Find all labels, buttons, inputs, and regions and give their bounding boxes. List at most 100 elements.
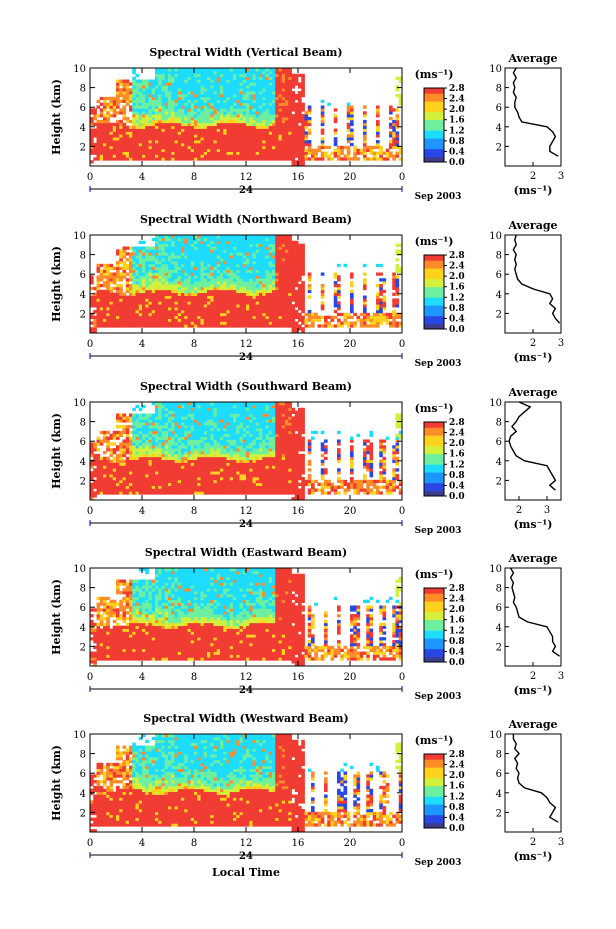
- heatmap-cell: [346, 145, 351, 150]
- heatmap-cell: [161, 140, 166, 144]
- heatmap-cell: [278, 70, 283, 75]
- heatmap-cell: [200, 96, 205, 101]
- heatmap-cell: [203, 263, 208, 268]
- heatmap-cell: [268, 76, 273, 80]
- heatmap-cell: [116, 284, 120, 288]
- heatmap-cell: [119, 142, 123, 147]
- heatmap-cell: [116, 125, 120, 129]
- heatmap-cell: [155, 134, 159, 138]
- heatmap-cell: [301, 125, 305, 129]
- heatmap-cell: [233, 321, 237, 325]
- heatmap-cell: [96, 321, 101, 325]
- heatmap-cell: [135, 468, 140, 472]
- heatmap-cell: [181, 272, 185, 276]
- heatmap-cell: [233, 76, 237, 80]
- heatmap-cell: [103, 451, 107, 455]
- heatmap-cell: [213, 309, 218, 314]
- heatmap-cell: [210, 281, 214, 285]
- heatmap-cell: [301, 151, 305, 155]
- heatmap-cell: [389, 125, 393, 129]
- heatmap-cell: [158, 272, 162, 276]
- heatmap-cell: [125, 128, 130, 132]
- heatmap-cell: [103, 315, 107, 319]
- heatmap-cell: [99, 151, 104, 155]
- heatmap-cell: [174, 111, 179, 115]
- heatmap-cell: [255, 99, 260, 103]
- heatmap-cell: [200, 91, 205, 95]
- heatmap-cell: [304, 119, 309, 124]
- heatmap-cell: [249, 88, 253, 92]
- heatmap-cell: [161, 318, 166, 322]
- heatmap-cell: [223, 255, 227, 259]
- heatmap-cell: [272, 235, 276, 239]
- heatmap-cell: [333, 292, 338, 296]
- heatmap-cell: [145, 246, 149, 250]
- heatmap-cell: [272, 312, 276, 317]
- heatmap-cell: [242, 99, 247, 103]
- heatmap-cell: [249, 298, 253, 302]
- heatmap-cell: [138, 289, 143, 294]
- heatmap-cell: [252, 307, 257, 311]
- heatmap-cell: [392, 275, 396, 279]
- heatmap-cell: [135, 315, 140, 319]
- heatmap-cell: [307, 157, 312, 161]
- heatmap-cell: [197, 260, 201, 265]
- heatmap-cell: [168, 243, 172, 247]
- heatmap-cell: [301, 154, 305, 158]
- heatmap-cell: [236, 108, 240, 112]
- heatmap-cell: [125, 425, 130, 429]
- heatmap-cell: [265, 304, 270, 308]
- heatmap-cell: [187, 148, 192, 152]
- heatmap-cell: [119, 425, 123, 429]
- heatmap-cell: [171, 70, 175, 75]
- heatmap-cell: [116, 413, 120, 417]
- heatmap-cell: [132, 128, 136, 132]
- heatmap-cell: [187, 157, 192, 161]
- heatmap-cell: [281, 292, 286, 296]
- heatmap-cell: [337, 157, 341, 161]
- heatmap-cell: [99, 292, 104, 296]
- heatmap-cell: [184, 309, 188, 314]
- heatmap-cell: [353, 312, 357, 317]
- heatmap-cell: [194, 125, 198, 129]
- heatmap-cell: [385, 151, 390, 155]
- heatmap-cell: [168, 298, 172, 302]
- heatmap-cell: [249, 70, 253, 75]
- heatmap-cell: [129, 289, 133, 294]
- heatmap-cell: [103, 125, 107, 129]
- heatmap-cell: [275, 151, 279, 155]
- heatmap-cell: [112, 105, 117, 109]
- heatmap-cell: [174, 249, 179, 253]
- heatmap-cell: [122, 482, 127, 486]
- heatmap-cell: [226, 105, 231, 109]
- panel-title: Spectral Width (Vertical Beam): [149, 46, 342, 59]
- heatmap-cell: [236, 154, 240, 158]
- heatmap-cell: [255, 260, 260, 265]
- heatmap-cell: [298, 252, 302, 256]
- heatmap-cell: [187, 269, 192, 273]
- heatmap-cell: [307, 295, 312, 299]
- heatmap-cell: [158, 240, 162, 245]
- heatmap-cell: [151, 255, 156, 259]
- heatmap-cell: [350, 295, 354, 299]
- heatmap-cell: [90, 151, 94, 155]
- heatmap-cell: [385, 318, 390, 322]
- heatmap-cell: [226, 140, 231, 144]
- heatmap-cell: [210, 235, 214, 239]
- heatmap-cell: [216, 301, 221, 305]
- heatmap-cell: [161, 105, 166, 109]
- heatmap-cell: [99, 298, 104, 302]
- heatmap-cell: [168, 154, 172, 158]
- heatmap-cell: [275, 295, 279, 299]
- heatmap-cell: [294, 258, 299, 262]
- heatmap-cell: [194, 252, 198, 256]
- heatmap-cell: [216, 275, 221, 279]
- heatmap-cell: [168, 79, 172, 83]
- heatmap-cell: [281, 304, 286, 308]
- heatmap-cell: [268, 237, 273, 242]
- heatmap-cell: [216, 137, 221, 141]
- heatmap-cell: [376, 284, 380, 288]
- heatmap-cell: [119, 448, 123, 452]
- heatmap-cell: [109, 491, 114, 495]
- heatmap-cell: [239, 119, 244, 124]
